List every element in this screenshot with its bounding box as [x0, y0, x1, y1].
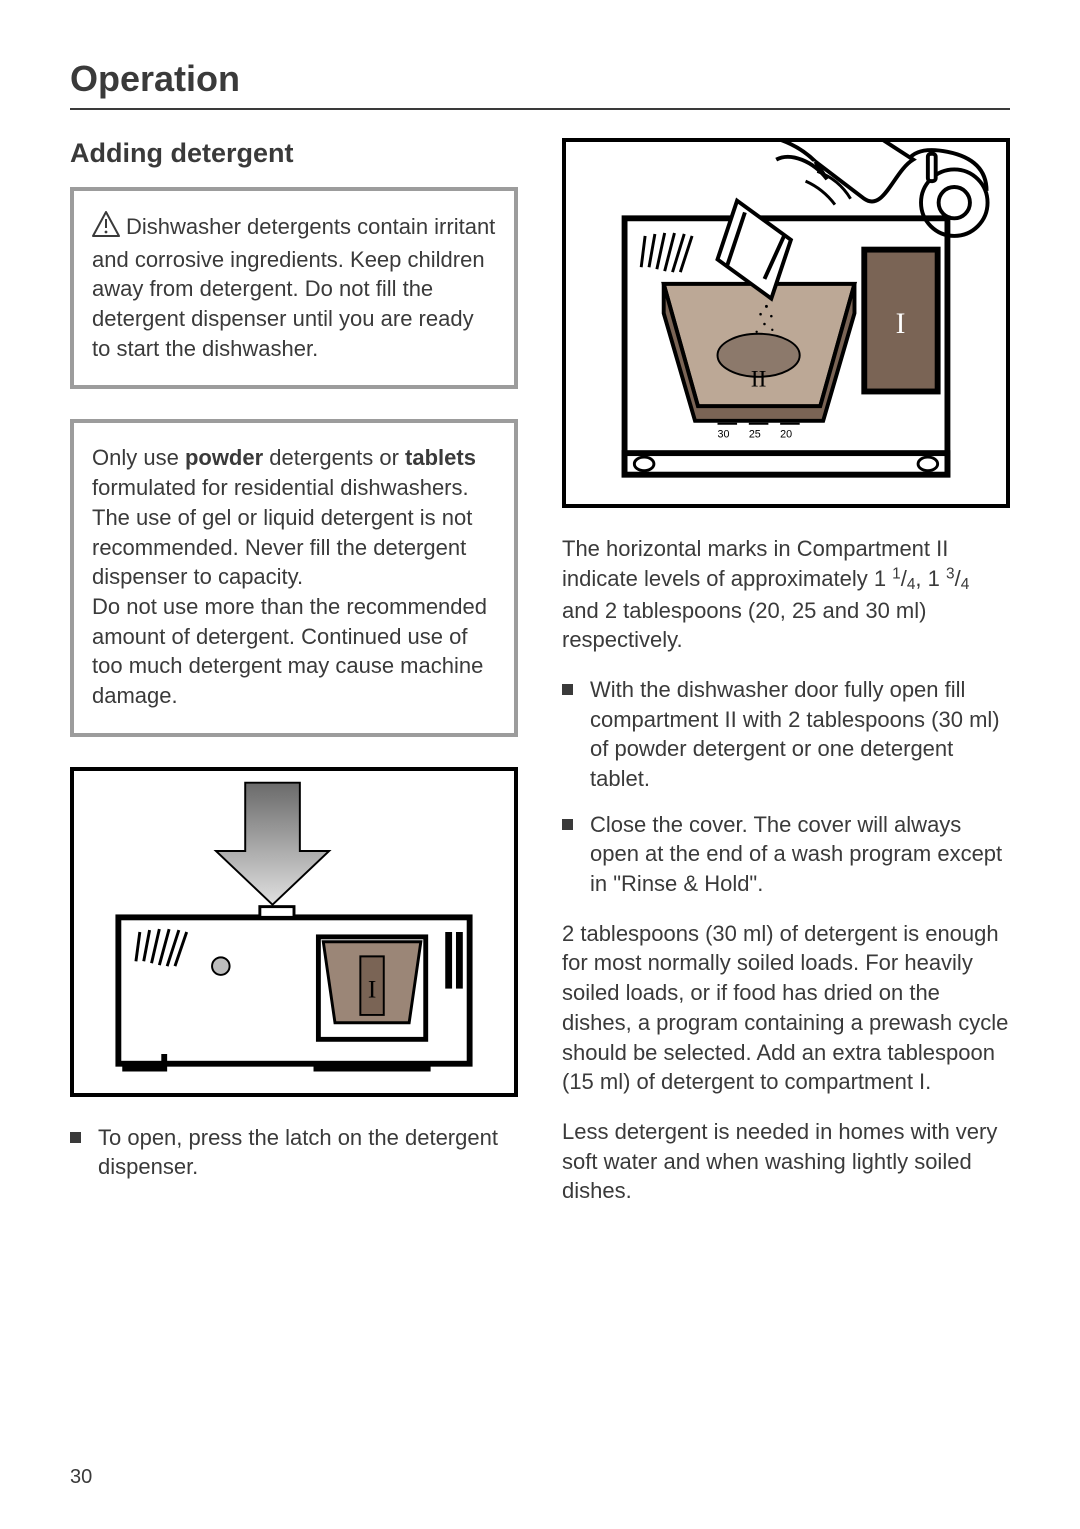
figure-press-latch: I: [70, 767, 518, 1097]
list-item: To open, press the latch on the detergen…: [70, 1123, 518, 1182]
figure-fill-compartment: I II 30 25 20: [562, 138, 1010, 508]
right-para-2: 2 tablespoons (30 ml) of detergent is en…: [562, 919, 1010, 1097]
callout2-break: Do not use more than the recommended amo…: [92, 594, 487, 708]
subheading: Adding detergent: [70, 138, 518, 169]
left-column: Adding detergent Dishwasher detergents c…: [70, 138, 518, 1226]
two-column-layout: Adding detergent Dishwasher detergents c…: [70, 138, 1010, 1226]
callout2-bold1: powder: [185, 445, 263, 470]
svg-text:I: I: [368, 975, 376, 1003]
warning-icon: [92, 211, 120, 245]
info-callout: Only use powder detergents or tablets fo…: [70, 419, 518, 736]
svg-text:I: I: [896, 308, 906, 340]
callout2-part1: Only use: [92, 445, 185, 470]
callout2-part3: formulated for residential dishwashers. …: [92, 475, 472, 589]
mark-30: 30: [718, 428, 730, 440]
callout2-part2: detergents or: [263, 445, 405, 470]
right-column: I II 30 25 20: [562, 138, 1010, 1226]
callout2-bold2: tablets: [405, 445, 476, 470]
svg-text:II: II: [751, 367, 767, 393]
list-item: With the dishwasher door fully open fill…: [562, 675, 1010, 794]
warning-callout: Dishwasher detergents contain irritant a…: [70, 187, 518, 389]
mark-20: 20: [780, 428, 792, 440]
mark-25: 25: [749, 428, 761, 440]
section-title: Operation: [70, 58, 1010, 110]
right-bullet-list: With the dishwasher door fully open fill…: [562, 675, 1010, 899]
list-item: Close the cover. The cover will always o…: [562, 810, 1010, 899]
right-para-3: Less detergent is needed in homes with v…: [562, 1117, 1010, 1206]
page-number: 30: [70, 1466, 92, 1489]
warning-text: Dishwasher detergents contain irritant a…: [92, 214, 495, 361]
compartment-marks-text: The horizontal marks in Compartment II i…: [562, 534, 1010, 655]
left-bullet-list: To open, press the latch on the detergen…: [70, 1123, 518, 1182]
